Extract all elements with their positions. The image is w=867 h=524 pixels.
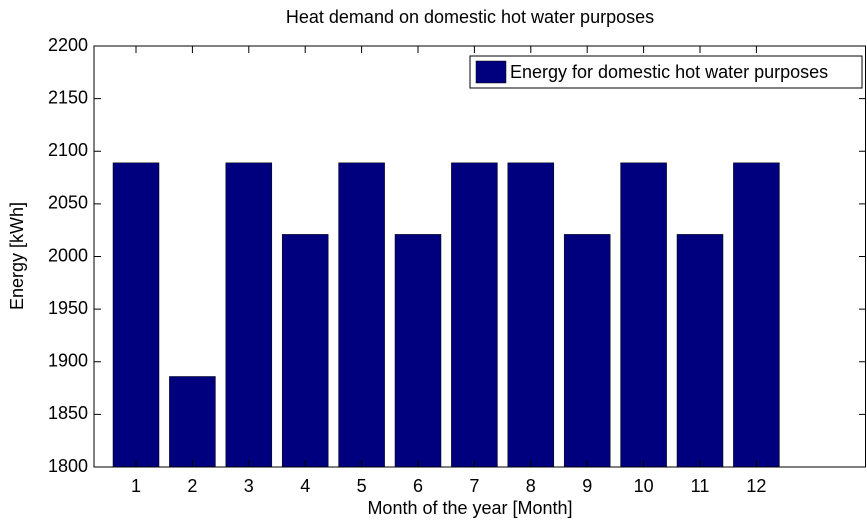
y-tick-label: 2150	[48, 87, 88, 107]
x-tick-label: 2	[187, 476, 197, 496]
legend-box	[469, 55, 863, 89]
bar	[451, 162, 498, 468]
y-tick-label: 1950	[48, 298, 88, 318]
y-tick-label: 2000	[48, 245, 88, 265]
y-tick-label: 1800	[48, 456, 88, 476]
x-tick-label: 1	[131, 476, 141, 496]
bar	[733, 162, 780, 468]
x-tick-label: 11	[691, 476, 710, 496]
x-tick-label: 4	[300, 476, 310, 496]
x-tick-label: 10	[634, 476, 654, 496]
bar	[169, 376, 216, 468]
x-tick-label: 12	[746, 476, 766, 496]
x-tick-label: 9	[582, 476, 592, 496]
bar	[112, 162, 160, 468]
y-tick-label: 1850	[48, 403, 88, 423]
y-axis-label: Energy [kWh]	[7, 202, 27, 310]
bar	[394, 234, 442, 468]
bar	[507, 162, 555, 468]
y-tick-label: 2100	[48, 140, 88, 160]
x-tick-label: 7	[469, 476, 479, 496]
x-tick-label: 3	[244, 476, 254, 496]
bar	[563, 234, 611, 468]
bar	[620, 162, 667, 468]
bar	[225, 162, 273, 468]
x-tick-label: 5	[357, 476, 367, 496]
y-tick-label: 2200	[48, 35, 88, 55]
x-tick-label: 6	[413, 476, 423, 496]
plot-frame	[93, 45, 866, 468]
bar	[338, 162, 385, 468]
chart-title: Heat demand on domestic hot water purpos…	[286, 7, 654, 27]
bar	[281, 234, 329, 468]
x-axis-label: Month of the year [Month]	[367, 498, 572, 518]
y-tick-label: 2050	[48, 193, 88, 213]
legend-label: Energy for domestic hot water purposes	[510, 62, 828, 82]
y-tick-label: 1900	[48, 351, 88, 371]
legend-swatch	[475, 60, 507, 84]
bar	[676, 234, 724, 468]
x-tick-label: 8	[526, 476, 536, 496]
